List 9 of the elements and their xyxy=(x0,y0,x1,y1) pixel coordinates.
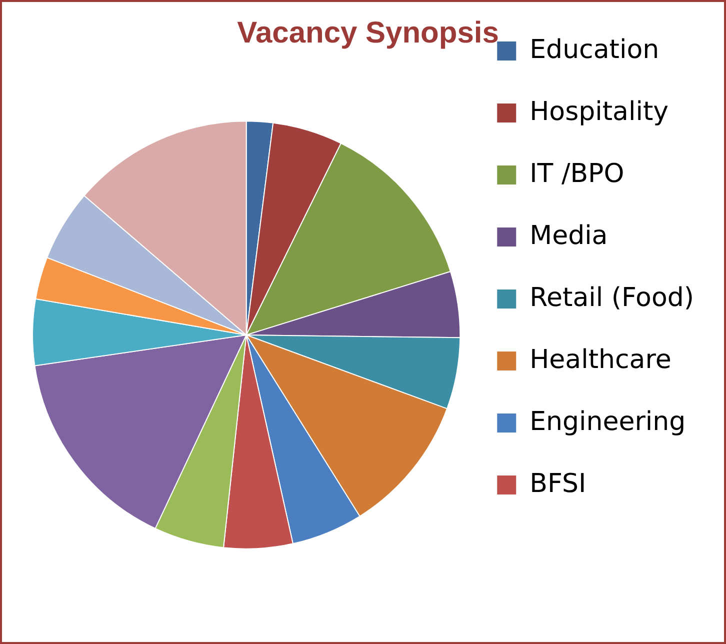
legend-label: Engineering xyxy=(530,406,686,437)
legend-label: Media xyxy=(530,220,608,251)
legend-label: IT /BPO xyxy=(530,158,624,189)
chart-title: Vacancy Synopsis xyxy=(237,16,499,50)
legend-label: Retail (Food) xyxy=(530,282,694,313)
legend-label: Healthcare xyxy=(530,344,672,375)
legend-label: BFSI xyxy=(530,468,586,499)
legend-label: Education xyxy=(530,34,660,65)
legend-label: Hospitality xyxy=(530,96,669,127)
